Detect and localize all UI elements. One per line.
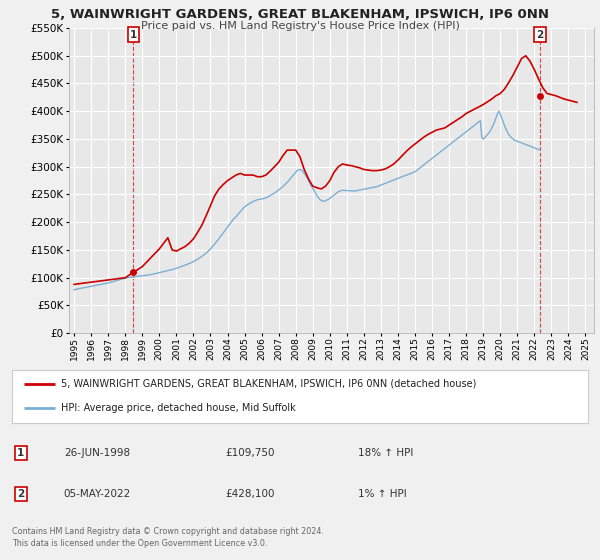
- Text: 2: 2: [536, 30, 544, 40]
- Text: 26-JUN-1998: 26-JUN-1998: [64, 448, 130, 458]
- Text: 5, WAINWRIGHT GARDENS, GREAT BLAKENHAM, IPSWICH, IP6 0NN (detached house): 5, WAINWRIGHT GARDENS, GREAT BLAKENHAM, …: [61, 379, 476, 389]
- Text: 5, WAINWRIGHT GARDENS, GREAT BLAKENHAM, IPSWICH, IP6 0NN: 5, WAINWRIGHT GARDENS, GREAT BLAKENHAM, …: [51, 8, 549, 21]
- Text: Price paid vs. HM Land Registry's House Price Index (HPI): Price paid vs. HM Land Registry's House …: [140, 21, 460, 31]
- Text: This data is licensed under the Open Government Licence v3.0.: This data is licensed under the Open Gov…: [12, 539, 268, 548]
- Text: 1: 1: [17, 448, 24, 458]
- Text: 05-MAY-2022: 05-MAY-2022: [64, 489, 131, 499]
- Text: 1: 1: [130, 30, 137, 40]
- Text: 1% ↑ HPI: 1% ↑ HPI: [358, 489, 406, 499]
- Text: £109,750: £109,750: [225, 448, 275, 458]
- Text: Contains HM Land Registry data © Crown copyright and database right 2024.: Contains HM Land Registry data © Crown c…: [12, 528, 324, 536]
- Text: £428,100: £428,100: [225, 489, 275, 499]
- Text: 2: 2: [17, 489, 24, 499]
- Text: 18% ↑ HPI: 18% ↑ HPI: [358, 448, 413, 458]
- Text: HPI: Average price, detached house, Mid Suffolk: HPI: Average price, detached house, Mid …: [61, 403, 296, 413]
